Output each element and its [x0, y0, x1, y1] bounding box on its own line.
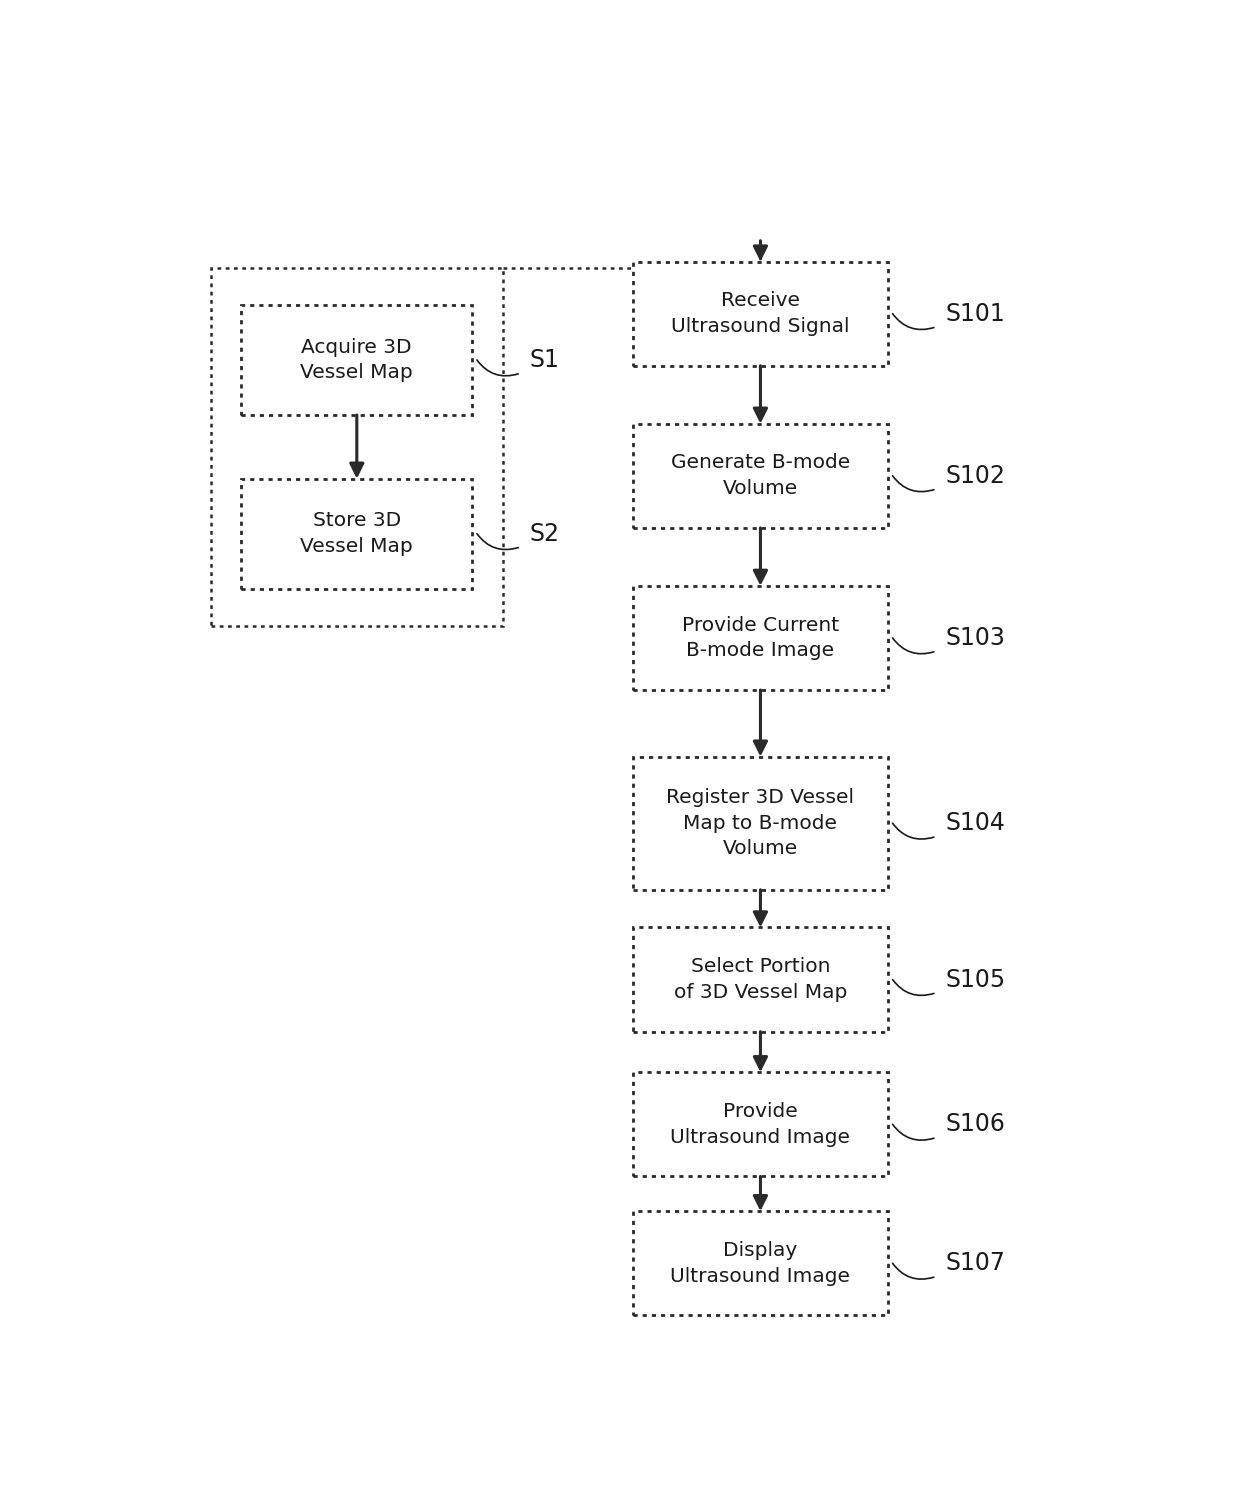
Bar — [242, 305, 472, 415]
Text: S103: S103 — [945, 626, 1006, 650]
Text: S1: S1 — [529, 347, 559, 371]
Text: Generate B-mode
Volume: Generate B-mode Volume — [671, 453, 851, 498]
Text: S106: S106 — [945, 1113, 1006, 1137]
Text: S107: S107 — [945, 1251, 1006, 1275]
Text: Store 3D
Vessel Map: Store 3D Vessel Map — [300, 511, 413, 556]
Text: Display
Ultrasound Image: Display Ultrasound Image — [671, 1241, 851, 1286]
Text: Provide Current
B-mode Image: Provide Current B-mode Image — [682, 615, 839, 660]
Bar — [634, 587, 888, 690]
Text: Receive
Ultrasound Signal: Receive Ultrasound Signal — [671, 292, 849, 335]
Bar — [211, 268, 503, 626]
Bar — [634, 1211, 888, 1316]
Bar — [634, 928, 888, 1032]
Text: S2: S2 — [529, 522, 559, 546]
Bar — [634, 1072, 888, 1176]
Text: Acquire 3D
Vessel Map: Acquire 3D Vessel Map — [300, 337, 413, 382]
Text: S104: S104 — [945, 811, 1006, 835]
Text: Select Portion
of 3D Vessel Map: Select Portion of 3D Vessel Map — [673, 957, 847, 1002]
Text: S105: S105 — [945, 967, 1006, 991]
Bar — [634, 757, 888, 890]
Text: S102: S102 — [945, 463, 1006, 487]
Text: S101: S101 — [945, 302, 1006, 326]
Text: Provide
Ultrasound Image: Provide Ultrasound Image — [671, 1102, 851, 1146]
Bar — [634, 424, 888, 528]
Bar — [634, 262, 888, 365]
Text: Register 3D Vessel
Map to B-mode
Volume: Register 3D Vessel Map to B-mode Volume — [666, 788, 854, 859]
Bar — [242, 478, 472, 588]
